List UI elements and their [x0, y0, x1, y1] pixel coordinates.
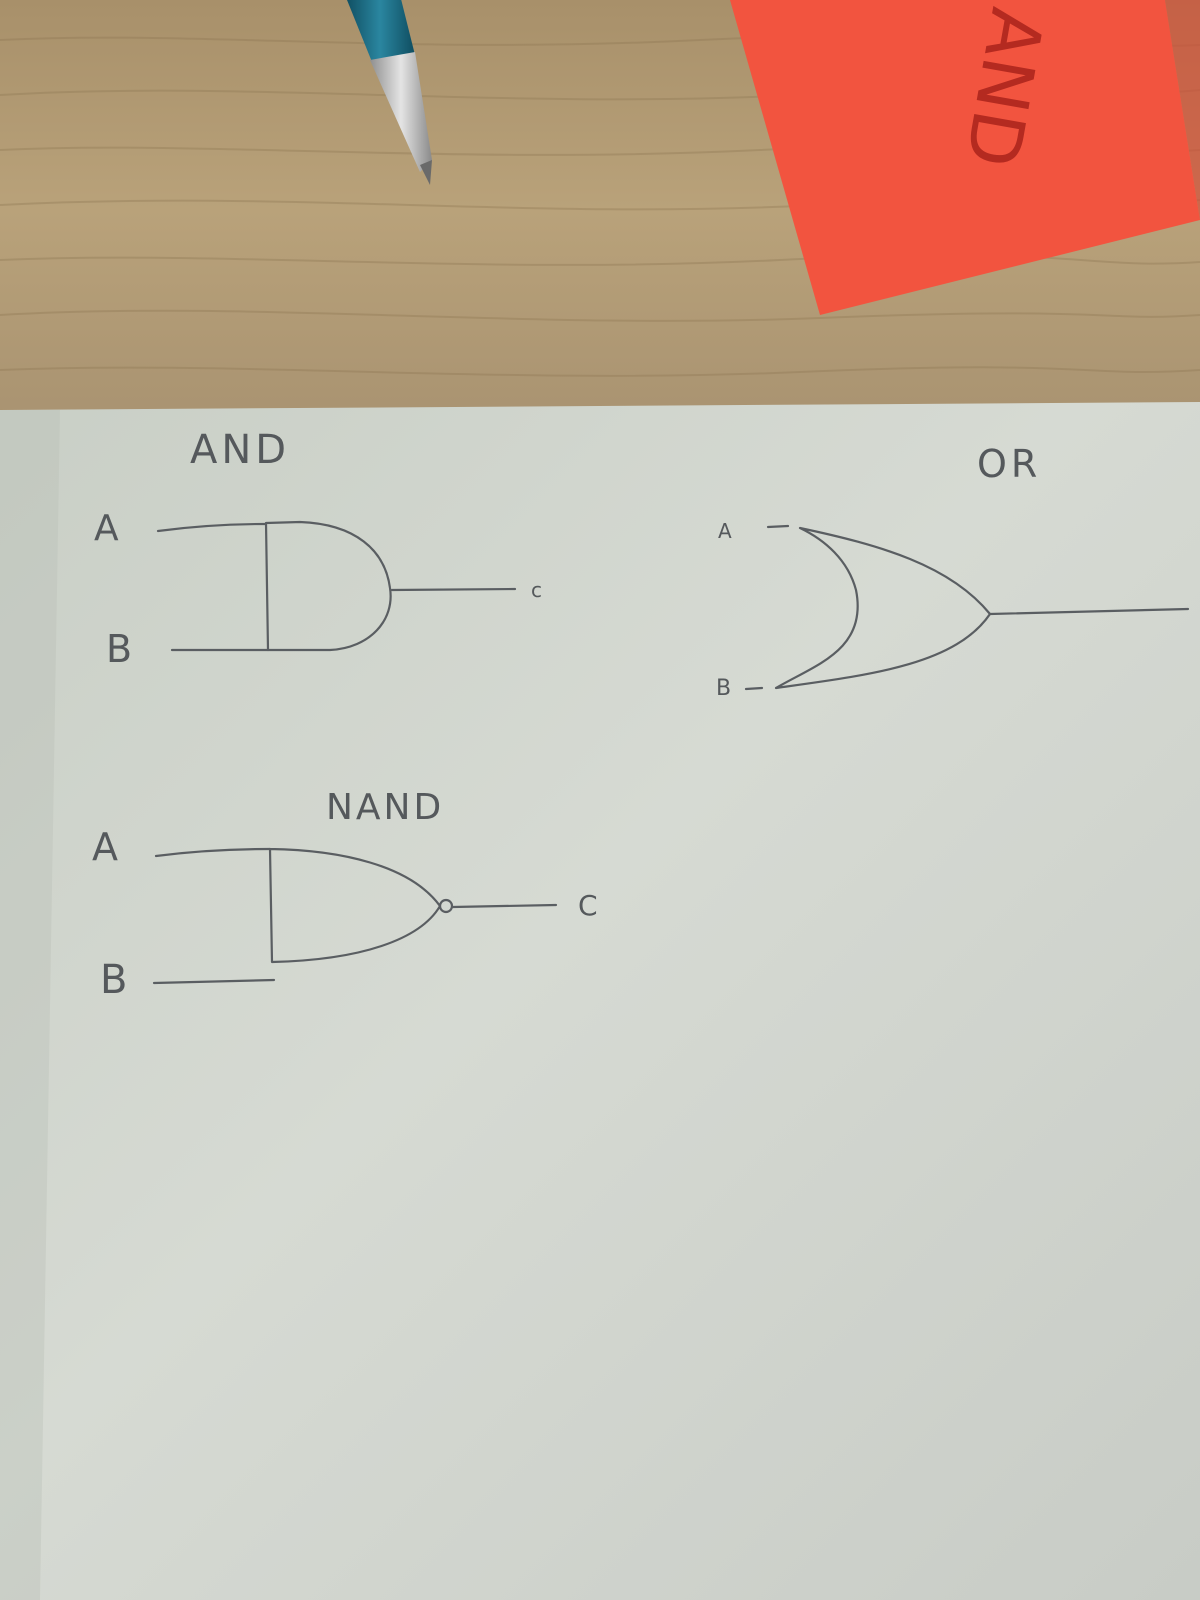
- and-gate-body: [264, 520, 392, 652]
- or-gate-input-b-label: B: [716, 676, 731, 701]
- nand-gate-title: NAND: [326, 787, 444, 828]
- pen-tip: [370, 52, 432, 172]
- nand-gate-inversion-bubble: [438, 898, 454, 914]
- and-gate-input-a-label: A: [94, 508, 119, 549]
- pen-point: [420, 160, 432, 185]
- pen-body: [347, 0, 415, 62]
- or-gate: OR A B: [716, 442, 1190, 701]
- nand-gate-output-wire: [451, 903, 558, 909]
- and-gate-input-a-wire: [156, 522, 267, 533]
- paper-shadow: [0, 410, 60, 1600]
- wood-grain: [0, 34, 1200, 377]
- paper-sheet: [0, 402, 1200, 1600]
- or-gate-input-a-tick: [766, 524, 790, 529]
- nand-gate-input-a-wire: [154, 847, 272, 858]
- sticky-note: AND: [730, 0, 1200, 315]
- or-gate-input-a-label: A: [718, 519, 732, 543]
- and-gate-title: AND: [190, 427, 290, 473]
- nand-gate: NAND A B C: [92, 787, 598, 1003]
- or-gate-title: OR: [977, 442, 1041, 486]
- and-gate-input-b-label: B: [106, 627, 132, 671]
- nand-gate-input-a-label: A: [92, 825, 118, 869]
- and-gate-output-label: c: [531, 578, 542, 602]
- or-gate-body: [774, 526, 992, 690]
- or-gate-input-b-tick: [744, 686, 764, 691]
- and-gate: AND A B c: [94, 427, 542, 671]
- and-gate-output-wire: [390, 587, 517, 592]
- nand-gate-input-b-label: B: [100, 957, 127, 1003]
- or-gate-output-wire: [988, 607, 1190, 616]
- pen: [347, 0, 432, 185]
- nand-gate-output-label: C: [578, 889, 598, 922]
- nand-gate-input-b-wire: [152, 978, 276, 985]
